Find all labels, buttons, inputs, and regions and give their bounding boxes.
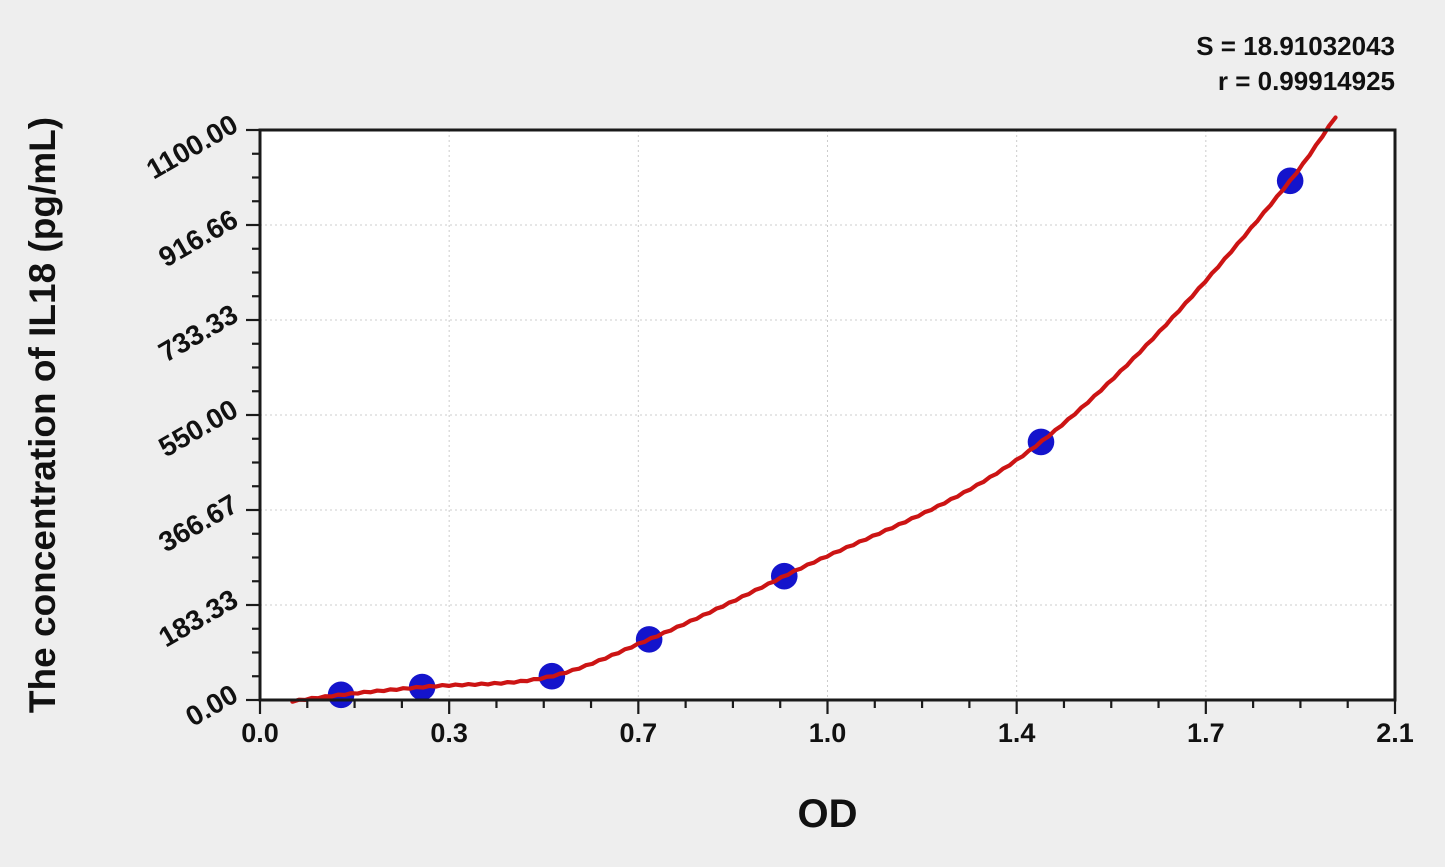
svg-text:0.3: 0.3 [430, 718, 468, 748]
svg-text:1.7: 1.7 [1187, 718, 1225, 748]
svg-text:r = 0.99914925: r = 0.99914925 [1218, 66, 1395, 96]
svg-text:0.7: 0.7 [620, 718, 658, 748]
svg-text:S = 18.91032043: S = 18.91032043 [1196, 31, 1395, 61]
svg-text:OD: OD [798, 792, 858, 836]
svg-text:1.0: 1.0 [809, 718, 847, 748]
svg-text:The concentration of IL18 (pg/: The concentration of IL18 (pg/mL) [22, 117, 63, 713]
svg-text:2.1: 2.1 [1376, 718, 1414, 748]
svg-text:0.0: 0.0 [241, 718, 279, 748]
svg-text:1.4: 1.4 [998, 718, 1036, 748]
